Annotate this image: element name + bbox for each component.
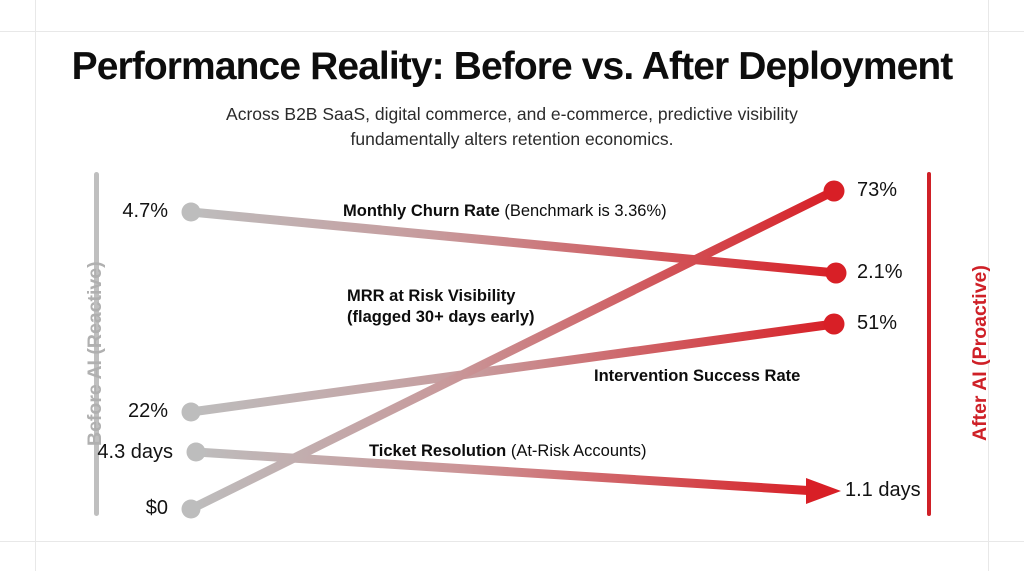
value-label-mrr-before: $0 bbox=[145, 497, 168, 519]
axis-spine-before bbox=[94, 172, 99, 516]
series-label-mrr-at-risk-visibility: MRR at Risk Visibility (flagged 30+ days… bbox=[347, 286, 535, 328]
value-label-churn-before: 4.7% bbox=[122, 200, 168, 222]
endpoint-dot-mrr-after bbox=[823, 180, 845, 202]
ticket-resolution-arrowhead bbox=[806, 478, 841, 504]
endpoint-dot-mrr-before bbox=[181, 499, 201, 519]
frame-guide-left bbox=[35, 0, 36, 571]
series-label-intervention-success-rate: Intervention Success Rate bbox=[594, 367, 801, 385]
value-label-ticket-after: 1.1 days bbox=[845, 479, 921, 501]
axis-spine-after bbox=[927, 172, 931, 516]
endpoint-dot-churn-before bbox=[181, 202, 201, 222]
series-label-ticket-note: (At-Risk Accounts) bbox=[506, 442, 647, 460]
series-label-mrr-line1: MRR at Risk Visibility bbox=[347, 287, 516, 305]
frame-guide-right bbox=[988, 0, 989, 571]
value-label-churn-after: 2.1% bbox=[857, 261, 903, 283]
series-label-ticket-bold: Ticket Resolution bbox=[369, 442, 507, 460]
series-line-mrr-at-risk-visibility bbox=[186, 186, 839, 514]
endpoint-dot-ticket-before bbox=[186, 442, 206, 462]
series-line-intervention-success-rate bbox=[186, 319, 839, 417]
series-label-monthly-churn-rate: Monthly Churn Rate (Benchmark is 3.36%) bbox=[343, 201, 667, 222]
endpoint-dot-intervention-before bbox=[181, 402, 201, 422]
series-label-mrr-line2: (flagged 30+ days early) bbox=[347, 308, 535, 327]
series-line-monthly-churn-rate bbox=[186, 207, 841, 278]
endpoint-dot-intervention-after bbox=[823, 313, 845, 335]
series-label-churn-bold: Monthly Churn Rate bbox=[343, 202, 500, 220]
axis-title-after-ai: After AI (Proactive) bbox=[969, 265, 991, 441]
series-label-churn-note: (Benchmark is 3.36%) bbox=[499, 202, 667, 220]
frame-guide-top bbox=[0, 31, 1024, 32]
page-subtitle: Across B2B SaaS, digital commerce, and e… bbox=[226, 104, 798, 149]
series-label-ticket-resolution: Ticket Resolution (At-Risk Accounts) bbox=[369, 441, 647, 462]
frame-guide-bottom bbox=[0, 541, 1024, 542]
value-label-ticket-before: 4.3 days bbox=[97, 441, 173, 463]
value-label-mrr-after: 73% bbox=[857, 179, 898, 201]
endpoint-dot-churn-after bbox=[825, 262, 847, 284]
value-label-intervention-before: 22% bbox=[127, 400, 168, 422]
value-label-intervention-after: 51% bbox=[857, 312, 898, 334]
page-title: Performance Reality: Before vs. After De… bbox=[71, 45, 954, 88]
